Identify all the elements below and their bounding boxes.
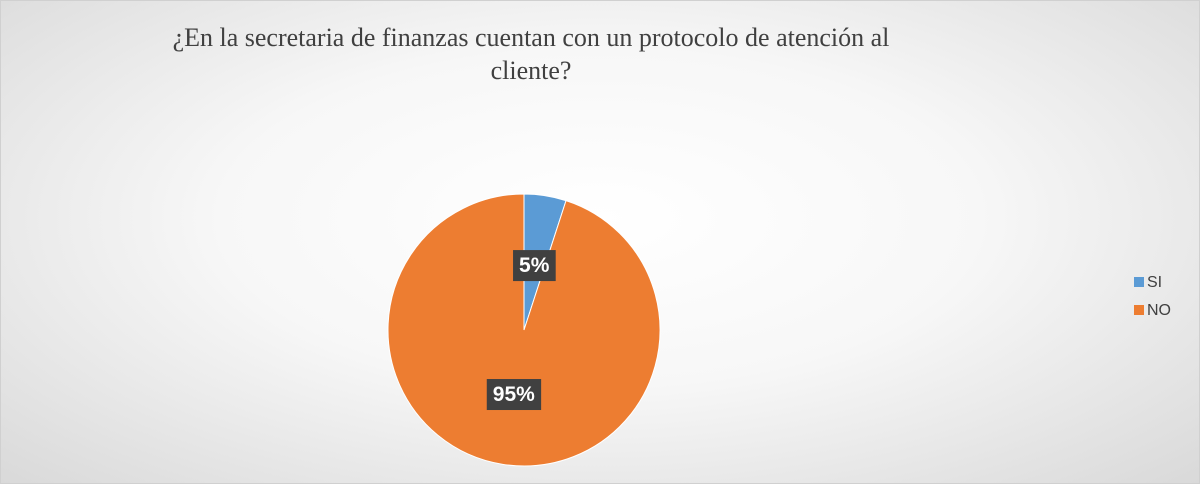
legend-swatch (1134, 305, 1144, 315)
legend-label: SI (1147, 274, 1162, 291)
legend-swatch (1134, 277, 1144, 287)
data-label-box (513, 250, 556, 282)
data-label: 95% (493, 383, 535, 406)
pie-slice (387, 193, 661, 467)
data-label: 5% (519, 254, 550, 277)
legend-label: NO (1147, 302, 1171, 319)
chart-title: ¿En la secretaria de finanzas cuentan co… (172, 23, 890, 85)
data-label-box (486, 379, 542, 411)
